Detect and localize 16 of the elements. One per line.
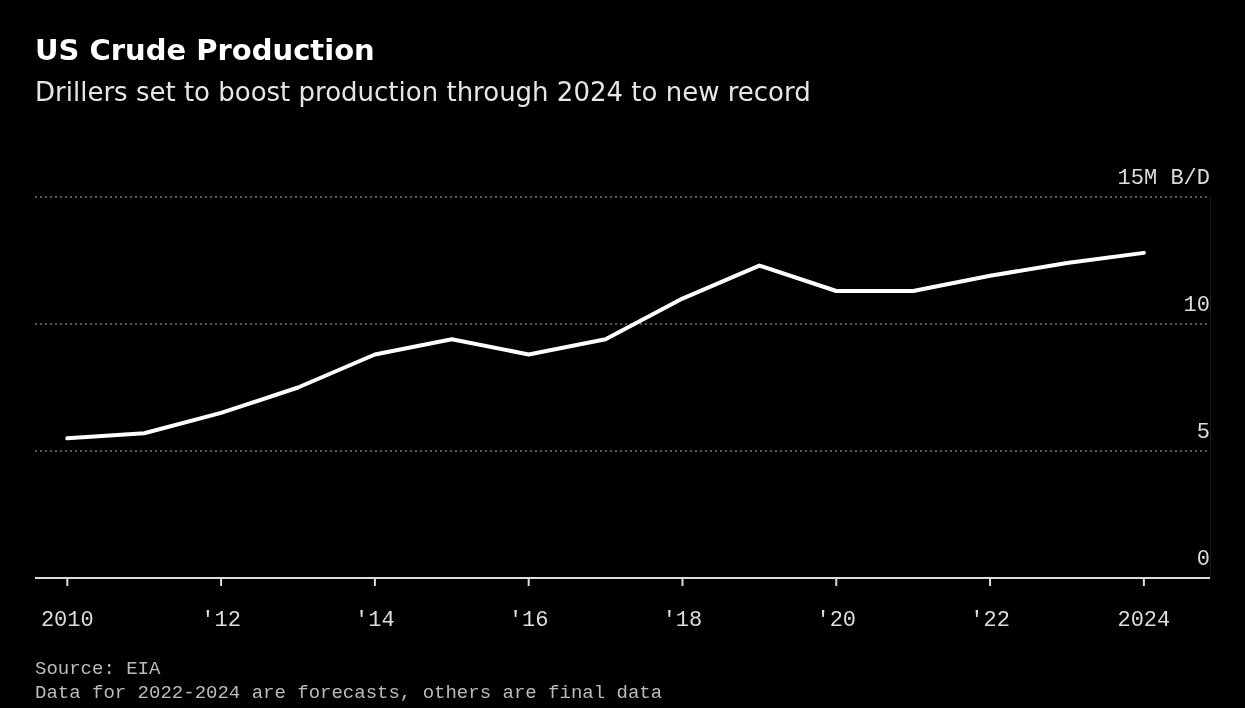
x-tick-label: '18 <box>662 608 703 633</box>
x-tick-label: '20 <box>816 608 857 633</box>
x-tick-label: 2010 <box>40 608 94 633</box>
y-tick-label: 10 <box>1183 292 1210 318</box>
source-note: Source: EIA <box>35 658 162 680</box>
x-tick-label: '14 <box>355 608 395 633</box>
text: Data for 2022-2024 are forecasts, others are final data <box>35 682 663 704</box>
x-tick-label: '16 <box>508 608 549 633</box>
y-tick-label: 5 <box>1196 419 1210 445</box>
y-tick-label: 0 <box>1196 546 1210 572</box>
chart-subtitle: Drillers set to boost production through 2024 to new record <box>35 77 811 107</box>
x-tick-label: 2024 <box>1117 608 1171 633</box>
chart-title: US Crude Production <box>35 33 375 67</box>
y-tick-label: 15M B/D <box>1117 165 1210 191</box>
x-tick-label: '22 <box>970 608 1010 633</box>
x-tick-label: '12 <box>201 608 241 633</box>
